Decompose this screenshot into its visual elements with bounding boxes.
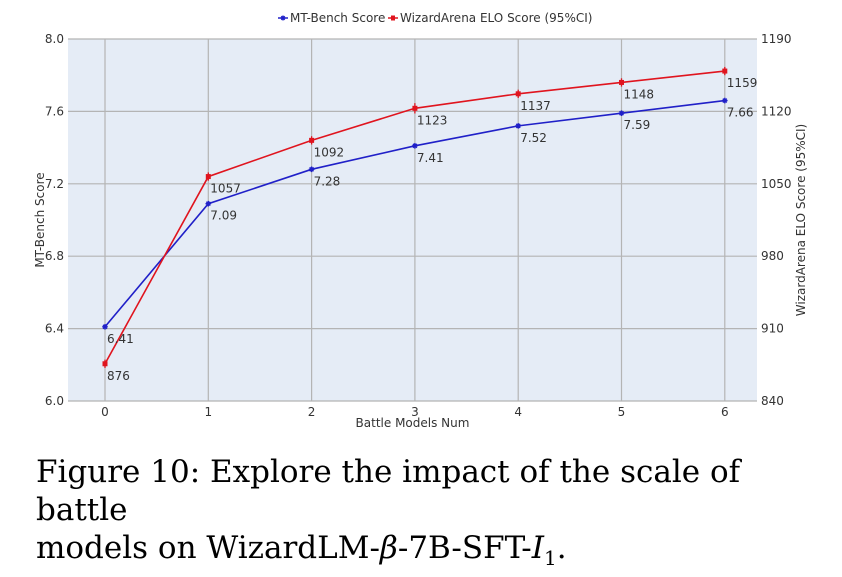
- elo-point: [412, 105, 418, 111]
- left-y-axis-ticks: 6.0 6.4 6.8 7.2 7.6 8.0: [45, 32, 64, 408]
- mt-bench-point: [308, 166, 315, 173]
- mt-bench-data-label: 7.41: [417, 151, 444, 165]
- elo-data-label: 1092: [314, 145, 345, 159]
- data-labels: 6.41 7.09 7.28 7.41 7.52 7.59 7.66 876 1057 1092 1…: [107, 76, 757, 383]
- right-y-tick-label: 1120: [761, 104, 792, 118]
- mt-bench-point: [102, 323, 108, 330]
- plot-area: [68, 39, 757, 401]
- x-axis-ticks: 0 1 2 3 4 5 6: [101, 405, 728, 419]
- mt-bench-data-label: 7.59: [624, 118, 651, 132]
- italic-i: I: [531, 530, 545, 566]
- left-y-tick-label: 6.4: [45, 322, 64, 336]
- mt-bench-point: [722, 97, 728, 104]
- elo-data-label: 1123: [417, 113, 448, 127]
- x-tick-label: 2: [308, 405, 316, 419]
- mt-bench-data-label: 7.52: [520, 131, 547, 145]
- x-axis-title: Battle Models Num: [356, 416, 470, 430]
- legend-label-elo: WizardArena ELO Score (95%CI): [400, 11, 592, 25]
- legend-item-mt-bench: MT-Bench Score: [278, 11, 385, 25]
- x-tick-label: 6: [721, 405, 729, 419]
- elo-data-label: 1057: [210, 182, 241, 196]
- left-y-tick-label: 7.6: [45, 104, 64, 118]
- left-y-tick-label: 6.0: [45, 394, 64, 408]
- caption-line-1: Figure 10: Explore the impact of the sca…: [36, 454, 750, 528]
- mt-bench-point: [412, 142, 418, 149]
- mt-bench-data-label: 7.09: [210, 209, 237, 223]
- x-tick-label: 3: [411, 405, 419, 419]
- right-y-tick-label: 1050: [761, 177, 792, 191]
- x-tick-label: 0: [101, 405, 109, 419]
- elo-point: [205, 174, 211, 180]
- mt-bench-data-label: 7.28: [314, 174, 341, 188]
- mt-bench-data-label: 6.41: [107, 332, 134, 346]
- right-y-tick-label: 910: [761, 322, 784, 336]
- elo-data-label: 876: [107, 369, 130, 383]
- elo-point: [102, 361, 108, 367]
- elo-point: [309, 137, 315, 143]
- mt-bench-data-label: 7.66: [727, 106, 754, 120]
- figure-caption: Figure 10: Explore the impact of the sca…: [36, 453, 836, 577]
- left-y-axis-title: MT-Bench Score: [33, 172, 47, 267]
- elo-point: [722, 68, 728, 74]
- right-y-tick-label: 840: [761, 394, 784, 408]
- subscript-1: 1: [544, 546, 557, 571]
- series-layer: [102, 66, 728, 368]
- elo-data-label: 1159: [727, 76, 758, 90]
- right-y-axis-ticks: 840 910 980 1050 1120 1190: [761, 32, 792, 408]
- elo-point: [515, 91, 521, 97]
- legend-item-elo: WizardArena ELO Score (95%CI): [388, 11, 592, 25]
- mt-bench-point: [205, 200, 212, 207]
- left-y-tick-label: 6.8: [45, 249, 64, 263]
- legend-label-mt-bench: MT-Bench Score: [290, 11, 385, 25]
- gridlines: [68, 38, 757, 402]
- mt-bench-point: [618, 110, 625, 117]
- left-y-tick-label: 8.0: [45, 32, 64, 46]
- caption-line-2: models on WizardLM-β-7B-SFT-I1.: [36, 530, 567, 571]
- mt-bench-point: [515, 123, 521, 129]
- legend: MT-Bench Score WizardArena ELO Score (95…: [278, 11, 592, 25]
- chart: 0 1 2 3 4 5 6 6.0 6.4 6.8 7.2 7.6 8.0 840 910 980 1050…: [33, 11, 808, 430]
- legend-marker-elo: [391, 15, 395, 21]
- right-y-tick-label: 980: [761, 249, 784, 263]
- x-tick-label: 5: [618, 405, 626, 419]
- x-tick-label: 1: [204, 405, 212, 419]
- elo-data-label: 1137: [520, 99, 551, 113]
- elo-point: [619, 79, 624, 85]
- beta-symbol: β: [379, 530, 398, 566]
- x-tick-label: 4: [514, 405, 522, 419]
- legend-marker-mt-bench: [280, 15, 286, 21]
- left-y-tick-label: 7.2: [45, 177, 64, 191]
- right-y-axis-title: WizardArena ELO Score (95%CI): [794, 124, 808, 316]
- elo-data-label: 1148: [624, 87, 655, 101]
- right-y-tick-label: 1190: [761, 32, 792, 46]
